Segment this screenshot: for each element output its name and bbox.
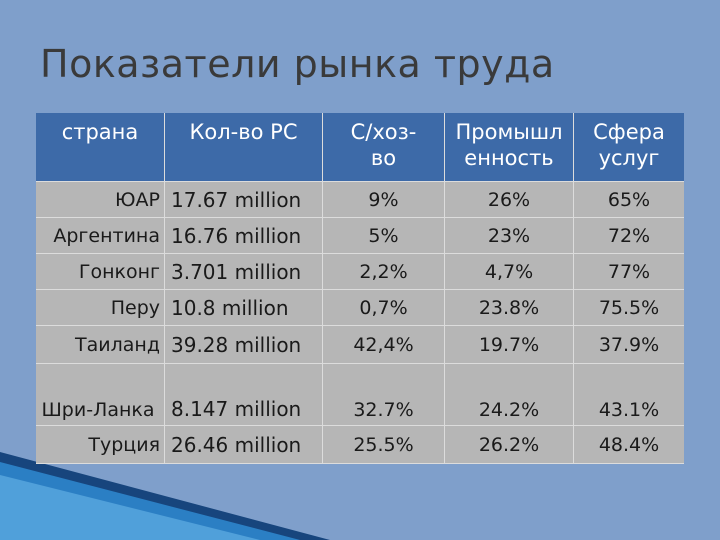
cell-agri: 0,7%: [323, 290, 445, 326]
cell-labor: 39.28 million: [165, 326, 323, 364]
cell-services: 43.1%: [574, 364, 684, 426]
cell-industry: 26%: [445, 182, 574, 218]
cell-agri: 32.7%: [323, 364, 445, 426]
cell-country: Турция: [36, 426, 165, 464]
cell-services: 37.9%: [574, 326, 684, 364]
cell-agri: 25.5%: [323, 426, 445, 464]
table-row: ЮАР 17.67 million 9% 26% 65%: [36, 182, 684, 218]
cell-agri: 42,4%: [323, 326, 445, 364]
cell-agri: 5%: [323, 218, 445, 254]
header-services: Сфера услуг: [574, 113, 684, 182]
cell-industry: 4,7%: [445, 254, 574, 290]
labor-market-table: страна Кол-во РС С/хоз-во Промышл енность…: [36, 113, 684, 464]
table-row: Таиланд 39.28 million 42,4% 19.7% 37.9%: [36, 326, 684, 364]
table-row: Перу 10.8 million 0,7% 23.8% 75.5%: [36, 290, 684, 326]
table-row: Аргентина 16.76 million 5% 23% 72%: [36, 218, 684, 254]
cell-services: 48.4%: [574, 426, 684, 464]
cell-labor: 16.76 million: [165, 218, 323, 254]
cell-services: 72%: [574, 218, 684, 254]
cell-country: Таиланд: [36, 326, 165, 364]
cell-agri: 9%: [323, 182, 445, 218]
cell-country: Перу: [36, 290, 165, 326]
cell-country: Гонконг: [36, 254, 165, 290]
cell-services: 65%: [574, 182, 684, 218]
cell-services: 75.5%: [574, 290, 684, 326]
cell-industry: 26.2%: [445, 426, 574, 464]
cell-agri: 2,2%: [323, 254, 445, 290]
header-country: страна: [36, 113, 165, 182]
cell-industry: 23%: [445, 218, 574, 254]
header-labor-force: Кол-во РС: [165, 113, 323, 182]
cell-country: Шри-Ланка: [36, 364, 165, 426]
page-title: Показатели рынка труда: [40, 42, 555, 86]
table-header-row: страна Кол-во РС С/хоз-во Промышл енность…: [36, 113, 684, 182]
cell-industry: 23.8%: [445, 290, 574, 326]
table-row: Турция 26.46 million 25.5% 26.2% 48.4%: [36, 426, 684, 464]
header-agriculture: С/хоз-во: [323, 113, 445, 182]
cell-labor: 3.701 million: [165, 254, 323, 290]
cell-country: Аргентина: [36, 218, 165, 254]
cell-country: ЮАР: [36, 182, 165, 218]
cell-services: 77%: [574, 254, 684, 290]
cell-labor: 26.46 million: [165, 426, 323, 464]
cell-labor: 10.8 million: [165, 290, 323, 326]
cell-industry: 19.7%: [445, 326, 574, 364]
header-industry: Промышл енность: [445, 113, 574, 182]
cell-industry: 24.2%: [445, 364, 574, 426]
cell-labor: 17.67 million: [165, 182, 323, 218]
table-row: Гонконг 3.701 million 2,2% 4,7% 77%: [36, 254, 684, 290]
cell-labor: 8.147 million: [165, 364, 323, 426]
table-row: Шри-Ланка 8.147 million 32.7% 24.2% 43.1…: [36, 364, 684, 426]
